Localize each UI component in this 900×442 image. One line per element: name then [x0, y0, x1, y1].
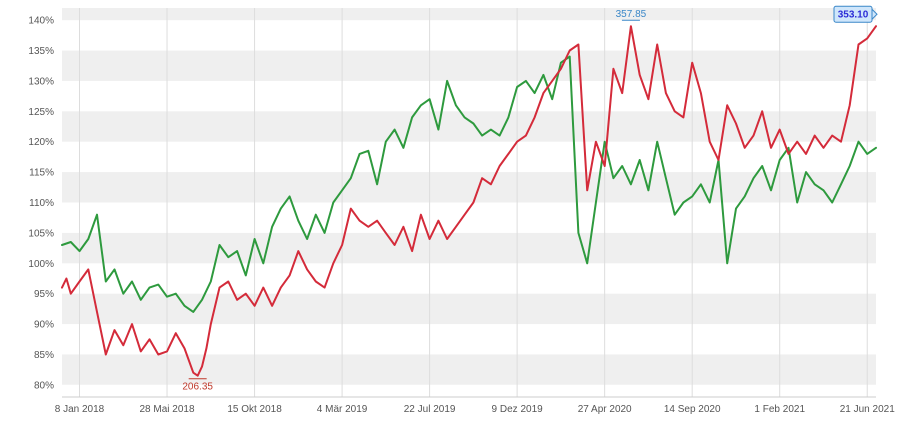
x-tick-label: 4 Mär 2019 — [317, 404, 368, 415]
y-tick-label: 140% — [28, 16, 54, 27]
y-tick-label: 115% — [29, 168, 54, 179]
low-value-label: 206.35 — [182, 382, 213, 393]
x-tick-label: 15 Okt 2018 — [227, 404, 282, 415]
grid-band — [62, 354, 876, 385]
grid-band — [62, 50, 876, 81]
y-tick-label: 90% — [34, 320, 54, 331]
y-tick-label: 105% — [28, 228, 54, 239]
annotation-layer: 206.35 357.85 353.10 — [182, 5, 878, 393]
y-axis-tick-labels: 80% 85% 90% 95% 100% 105% 110% 115% 120% 125% 130%… — [28, 16, 54, 392]
x-tick-label: 28 Mai 2018 — [140, 404, 195, 415]
y-tick-label: 120% — [28, 137, 54, 148]
y-tick-label: 125% — [28, 107, 54, 118]
series-line-red — [61, 25, 877, 377]
y-tick-label: 85% — [34, 350, 54, 361]
last-value-badge-pointer — [871, 8, 878, 21]
x-tick-label: 27 Apr 2020 — [578, 404, 632, 415]
series-line-green — [61, 55, 877, 313]
x-tick-label: 22 Jul 2019 — [404, 404, 456, 415]
y-tick-label: 110% — [29, 198, 54, 209]
x-tick-label: 9 Dez 2019 — [492, 404, 544, 415]
grid-band — [62, 8, 876, 21]
grid-bands — [62, 8, 876, 397]
grid-band — [62, 384, 876, 397]
y-tick-label: 80% — [34, 380, 54, 391]
series-layer — [61, 25, 877, 377]
high-value-label: 357.85 — [616, 9, 647, 20]
x-tick-label: 1 Feb 2021 — [754, 404, 805, 415]
grid-band — [62, 232, 876, 264]
x-tick-label: 8 Jan 2018 — [55, 404, 105, 415]
y-tick-label: 135% — [28, 46, 54, 57]
last-value-label: 353.10 — [838, 10, 869, 21]
x-tick-label: 21 Jun 2021 — [840, 404, 895, 415]
y-tick-label: 95% — [34, 289, 54, 300]
x-axis-tick-labels: 8 Jan 2018 28 Mai 2018 15 Okt 2018 4 Mär 20… — [55, 404, 895, 415]
y-tick-label: 100% — [28, 259, 54, 270]
x-tick-label: 14 Sep 2020 — [664, 404, 721, 415]
grid-band — [62, 293, 876, 325]
x-gridlines — [62, 8, 876, 398]
grid-band — [62, 111, 876, 142]
grid-band — [62, 172, 876, 203]
y-tick-label: 130% — [28, 76, 54, 87]
